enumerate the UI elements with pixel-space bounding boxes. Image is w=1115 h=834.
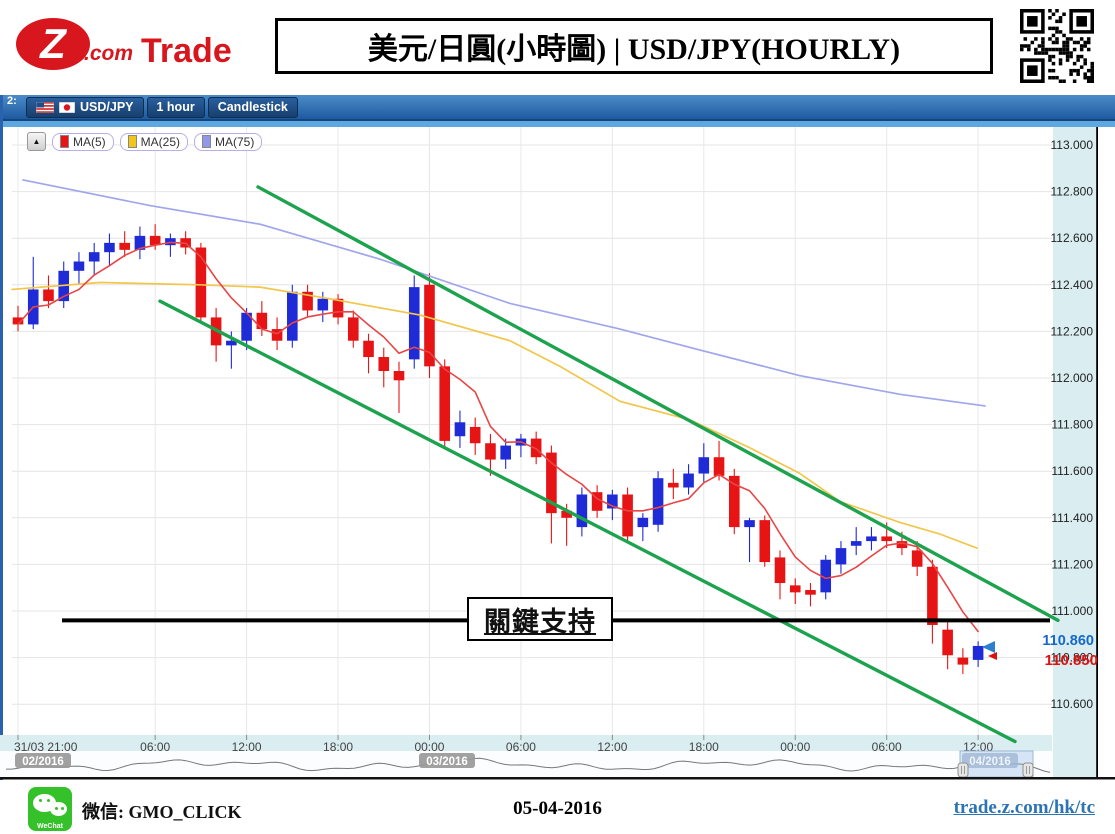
svg-text:111.600: 111.600 <box>1051 464 1093 478</box>
navigator-handle[interactable] <box>1022 762 1034 778</box>
legend-chip-ma25[interactable]: MA(25) <box>119 132 189 151</box>
svg-text:06:00: 06:00 <box>872 740 902 754</box>
navigator: 02/2016 03/2016 04/2016 <box>0 750 1052 778</box>
interval-button[interactable]: 1 hour <box>146 97 205 118</box>
window-number-label: 2: <box>7 95 17 107</box>
svg-text:112.000: 112.000 <box>1051 371 1094 385</box>
widget-bottom-border <box>0 777 1115 780</box>
svg-text:112.600: 112.600 <box>1051 231 1094 245</box>
svg-text:113.000: 113.000 <box>1051 138 1094 152</box>
ma75-line <box>22 179 986 407</box>
ma5-color-swatch <box>60 135 69 148</box>
svg-text:18:00: 18:00 <box>689 740 719 754</box>
svg-text:111.000: 111.000 <box>1051 604 1093 618</box>
pair-label: USD/JPY <box>80 100 134 114</box>
chart-type-button[interactable]: Candlestick <box>207 97 298 118</box>
pair-button[interactable]: USD/JPY <box>26 97 144 118</box>
svg-text:04/2016: 04/2016 <box>969 756 1011 768</box>
toolbar-accent-strip <box>0 121 1115 127</box>
widget-left-border <box>0 95 3 780</box>
navigator-badge <box>962 753 1018 768</box>
svg-text:111.200: 111.200 <box>1051 557 1093 571</box>
svg-text:00:00: 00:00 <box>414 740 444 754</box>
svg-text:06:00: 06:00 <box>506 740 536 754</box>
svg-text:02/2016: 02/2016 <box>22 756 64 768</box>
ask-arrow-icon <box>982 641 995 653</box>
ma-legend: ▲ MA(5) MA(25) MA(75) <box>27 132 263 151</box>
navigator-badge <box>15 753 71 768</box>
legend-chip-ma75[interactable]: MA(75) <box>194 132 263 151</box>
y-axis-labels: 113.000 112.800 112.600 112.400 112.200 112.0… <box>1051 138 1094 711</box>
logo-trade-text: Trade <box>141 31 232 70</box>
upper-channel-line <box>256 185 1060 623</box>
jp-flag-icon <box>59 101 75 113</box>
svg-text:112.400: 112.400 <box>1051 278 1094 292</box>
svg-text:18:00: 18:00 <box>323 740 353 754</box>
ma75-color-swatch <box>202 135 212 148</box>
ask-price-label: 110.860 <box>1042 633 1094 649</box>
wechat-icon: WeChat <box>28 787 72 831</box>
qr-code-icon <box>1020 9 1094 83</box>
ma5-line <box>17 241 979 633</box>
ma25-line <box>11 281 978 549</box>
gridlines <box>12 127 1052 735</box>
svg-text:12:00: 12:00 <box>597 740 627 754</box>
ma25-color-swatch <box>127 135 137 148</box>
legend-chip-ma5[interactable]: MA(5) <box>52 132 114 151</box>
key-support-annotation: 關鍵支持 <box>467 597 613 641</box>
wechat-account-label: 微信: GMO_CLICK <box>82 802 242 822</box>
x-axis-band <box>0 735 1052 751</box>
z-logo-icon: Z <box>16 18 90 70</box>
page-title: 美元/日圓(小時圖) | USD/JPY(HOURLY) <box>275 18 993 74</box>
bid-price-label: 110.850 <box>1044 652 1098 669</box>
us-flag-icon <box>36 101 54 113</box>
svg-text:111.400: 111.400 <box>1051 511 1093 525</box>
navigator-sparkline <box>6 757 1051 773</box>
legend-collapse-button[interactable]: ▲ <box>27 132 46 151</box>
y-axis-line <box>1096 127 1098 778</box>
svg-text:111.800: 111.800 <box>1051 418 1093 432</box>
svg-text:112.200: 112.200 <box>1051 324 1094 338</box>
svg-text:112.800: 112.800 <box>1051 185 1094 199</box>
candlestick-chart[interactable]: 113.000 112.800 112.600 112.400 112.200 112.0… <box>0 127 1115 783</box>
lower-channel-line <box>158 299 1017 744</box>
y-axis-band <box>1053 127 1097 778</box>
navigator-badge <box>419 753 475 768</box>
svg-text:31/03 21:00: 31/03 21:00 <box>14 740 78 754</box>
chart-toolbar: 2: USD/JPY 1 hour <box>0 95 1115 121</box>
logo-com-text: .com <box>84 42 134 65</box>
svg-text:03/2016: 03/2016 <box>426 756 468 768</box>
svg-text:00:00: 00:00 <box>780 740 810 754</box>
navigator-handle[interactable] <box>957 762 969 778</box>
bid-arrow-icon <box>988 652 997 660</box>
trade-site-link[interactable]: trade.z.com/hk/tc <box>953 797 1095 818</box>
svg-text:110.800: 110.800 <box>1051 651 1094 665</box>
svg-text:110.600: 110.600 <box>1051 697 1094 711</box>
svg-text:12:00: 12:00 <box>232 740 262 754</box>
zcom-trade-logo: Z .com Trade <box>16 18 232 70</box>
svg-text:06:00: 06:00 <box>140 740 170 754</box>
